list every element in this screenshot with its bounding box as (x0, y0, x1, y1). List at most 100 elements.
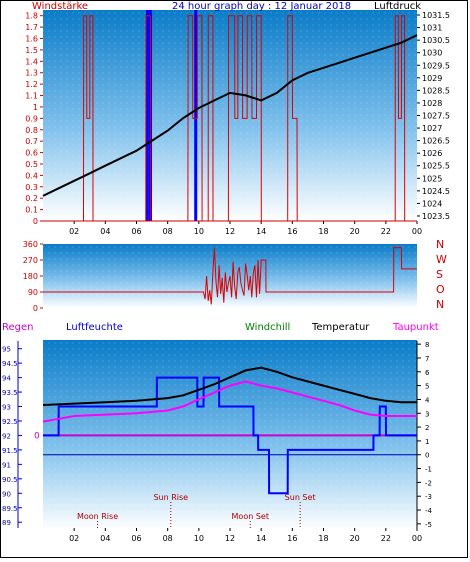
pressure-y-tick-label: 1030.5 (422, 36, 450, 45)
wind-y-tick-label: 1 (33, 103, 38, 112)
temperature-y-tick-label: 4 (425, 396, 430, 404)
compass-label: N (436, 238, 444, 251)
temperature-series-line (42, 366, 417, 406)
x-tick-label: 08 (163, 534, 173, 543)
direction-y-tick-label: 180 (23, 272, 38, 281)
pressure-y-tick-label: 1025 (422, 174, 442, 183)
x-tick-label: 04 (100, 227, 110, 236)
annotation-label: Moon Set (232, 512, 269, 521)
direction-series-line (43, 247, 417, 305)
temperature-y-tick-label: -1 (425, 466, 432, 474)
wind-y-tick-label: 0.7 (25, 137, 38, 146)
x-tick-label: 10 (194, 534, 204, 543)
wind-y-tick-label: 0.6 (25, 149, 38, 158)
x-tick-label: 14 (256, 227, 266, 236)
x-tick-label: 18 (318, 227, 328, 236)
wind-y-tick-label: 0 (33, 217, 38, 226)
direction-y-tick-label: 0 (33, 304, 38, 313)
pressure-y-tick-label: 1023.5 (422, 212, 450, 221)
legend-temperature: Temperatur (311, 322, 370, 333)
humidity-y-tick-label: 93 (2, 404, 11, 412)
wind-y-tick-label: 1.7 (25, 23, 38, 32)
pressure-y-tick-label: 1026.5 (422, 137, 450, 146)
wind-axis-label: Windstärke (32, 1, 88, 12)
humidity-y-ticks: 95 94.5 94 93.5 93 92.5 92 91.5 91 90.5 90 89.5 89 (2, 346, 22, 527)
humidity-y-tick-label: 92 (2, 432, 11, 440)
pressure-y-tick-label: 1027 (422, 124, 442, 133)
temperature-y-tick-label: 3 (425, 410, 429, 418)
pressure-y-ticks: 1031.5 1031 1030.5 1030 1029.5 1029 1028.5 1028… (417, 11, 450, 221)
temperature-y-tick-label: 2 (425, 424, 429, 432)
wind-y-tick-label: 0.1 (25, 206, 38, 215)
wind-y-tick-label: 0.5 (25, 160, 38, 169)
temperature-y-tick-label: -4 (425, 507, 433, 515)
pressure-y-tick-label: 1031.5 (422, 11, 450, 20)
wind-y-tick-label: 1.3 (25, 69, 38, 78)
temperature-y-tick-label: 8 (425, 341, 429, 349)
x-tick-label: 00 (412, 534, 422, 543)
pressure-y-tick-label: 1027.5 (422, 112, 450, 121)
direction-y-tick-label: 270 (23, 256, 38, 265)
temperature-y-ticks: 8 7 6 5 4 3 2 1 0 -1 -2 -3 -4 -5 (417, 341, 433, 529)
temperature-y-tick-label: -3 (425, 493, 432, 501)
compass-label: O (436, 283, 445, 296)
gust-bar (194, 10, 198, 221)
wind-y-tick-label: 0.2 (25, 194, 38, 203)
pressure-axis-label: Luftdruck (374, 1, 421, 12)
x-tick-label: 00 (412, 227, 422, 236)
pressure-y-tick-label: 1028 (422, 99, 442, 108)
wind-y-tick-label: 0.9 (25, 114, 38, 123)
x-tick-label: 12 (225, 227, 235, 236)
humidity-y-tick-label: 89.5 (2, 505, 18, 513)
wind-y-tick-label: 1.8 (25, 12, 38, 21)
wind-y-tick-label: 1.6 (25, 35, 38, 44)
pressure-y-tick-label: 1024.5 (422, 187, 450, 196)
wind-y-ticks: 1.8 1.7 1.6 1.5 1.4 1.3 1.2 1.1 1 0.9 0.8 0.7 0.6 0.5… (25, 12, 43, 226)
x-tick-label: 18 (318, 534, 328, 543)
annotation-label: Sun Set (285, 493, 316, 502)
humidity-y-tick-label: 93.5 (2, 389, 18, 397)
x-tick-label: 06 (131, 534, 141, 543)
wind-y-tick-label: 0.4 (25, 171, 38, 180)
pressure-y-tick-label: 1029.5 (422, 61, 450, 70)
chart-title: 24 hour graph day : 12 Januar 2018 (172, 1, 351, 12)
temperature-y-tick-label: 1 (425, 438, 429, 446)
wind-pressure-panel: Windstärke 24 hour graph day : 12 Januar… (25, 1, 450, 236)
x-tick-label: 20 (350, 227, 360, 236)
x-tick-label: 06 (131, 227, 141, 236)
wind-y-tick-label: 1.5 (25, 46, 38, 55)
pressure-y-tick-label: 1030 (422, 49, 442, 58)
direction-y-tick-label: 90 (28, 288, 38, 297)
temperature-y-tick-label: -2 (425, 479, 432, 487)
x-tick-label: 20 (350, 534, 360, 543)
x-tick-label: 02 (69, 227, 79, 236)
temperature-y-tick-label: -5 (425, 521, 432, 529)
compass-label: S (436, 268, 443, 281)
annotation-label: Moon Rise (77, 512, 118, 521)
x-tick-label: 16 (287, 227, 297, 236)
gust-bar (145, 10, 149, 221)
x-tick-label: 14 (256, 534, 266, 543)
dewpoint-series-line (42, 380, 417, 423)
direction-y-ticks: 360 270 180 90 0 (23, 240, 43, 313)
temperature-y-tick-label: 7 (425, 355, 429, 363)
pressure-y-tick-label: 1026 (422, 149, 442, 158)
temperature-y-tick-label: 5 (425, 383, 429, 391)
humidity-series-line (43, 376, 417, 495)
pressure-y-tick-label: 1024 (422, 199, 442, 208)
compass-label: W (436, 253, 447, 266)
panel1-x-ticks: 02 04 06 08 10 12 14 16 18 20 22 00 (69, 221, 422, 236)
wind-y-tick-label: 1.4 (25, 57, 38, 66)
pressure-series-line (42, 34, 418, 197)
x-tick-label: 10 (194, 227, 204, 236)
humidity-y-tick-label: 92.5 (2, 418, 18, 426)
humidity-y-tick-label: 95 (2, 346, 11, 354)
humidity-y-tick-label: 91.5 (2, 447, 18, 455)
wind-series-line (43, 15, 417, 222)
compass-label: N (436, 298, 444, 311)
annotation-label: Sun Rise (153, 493, 188, 502)
humidity-y-tick-label: 89 (2, 519, 11, 527)
x-tick-label: 16 (287, 534, 297, 543)
